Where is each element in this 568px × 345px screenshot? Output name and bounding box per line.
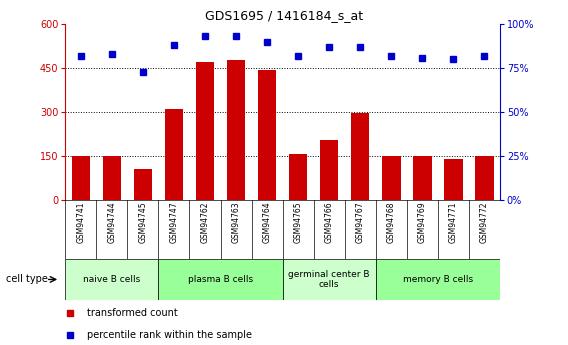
Bar <box>444 159 462 200</box>
FancyBboxPatch shape <box>283 259 375 300</box>
Text: GSM94764: GSM94764 <box>262 202 272 244</box>
Text: GSM94747: GSM94747 <box>169 202 178 244</box>
Text: cell type: cell type <box>6 275 48 284</box>
Bar <box>72 156 90 200</box>
Text: GSM94768: GSM94768 <box>387 202 396 243</box>
Bar <box>382 156 400 200</box>
Text: transformed count: transformed count <box>87 308 178 318</box>
Text: GDS1695 / 1416184_s_at: GDS1695 / 1416184_s_at <box>205 9 363 22</box>
Text: percentile rank within the sample: percentile rank within the sample <box>87 330 252 340</box>
FancyBboxPatch shape <box>65 259 158 300</box>
Bar <box>351 113 369 200</box>
Text: GSM94762: GSM94762 <box>201 202 210 243</box>
Text: GSM94763: GSM94763 <box>232 202 240 244</box>
Bar <box>195 62 214 200</box>
Bar <box>320 140 339 200</box>
Bar <box>227 60 245 200</box>
Text: GSM94765: GSM94765 <box>294 202 303 244</box>
Text: GSM94772: GSM94772 <box>480 202 489 243</box>
Bar <box>165 109 183 200</box>
Text: GSM94767: GSM94767 <box>356 202 365 244</box>
Bar <box>258 70 277 200</box>
FancyBboxPatch shape <box>375 259 500 300</box>
Bar <box>475 156 494 200</box>
Text: GSM94745: GSM94745 <box>139 202 148 244</box>
Text: plasma B cells: plasma B cells <box>188 275 253 284</box>
Text: GSM94741: GSM94741 <box>76 202 85 243</box>
Text: GSM94769: GSM94769 <box>417 202 427 244</box>
Text: GSM94766: GSM94766 <box>325 202 333 244</box>
Text: naive B cells: naive B cells <box>83 275 140 284</box>
Text: germinal center B
cells: germinal center B cells <box>289 270 370 289</box>
Bar <box>413 156 432 200</box>
Bar <box>133 169 152 200</box>
Text: memory B cells: memory B cells <box>403 275 473 284</box>
Text: GSM94771: GSM94771 <box>449 202 458 243</box>
Bar <box>103 156 121 200</box>
FancyBboxPatch shape <box>158 259 283 300</box>
Bar <box>289 154 307 200</box>
Text: GSM94744: GSM94744 <box>107 202 116 244</box>
